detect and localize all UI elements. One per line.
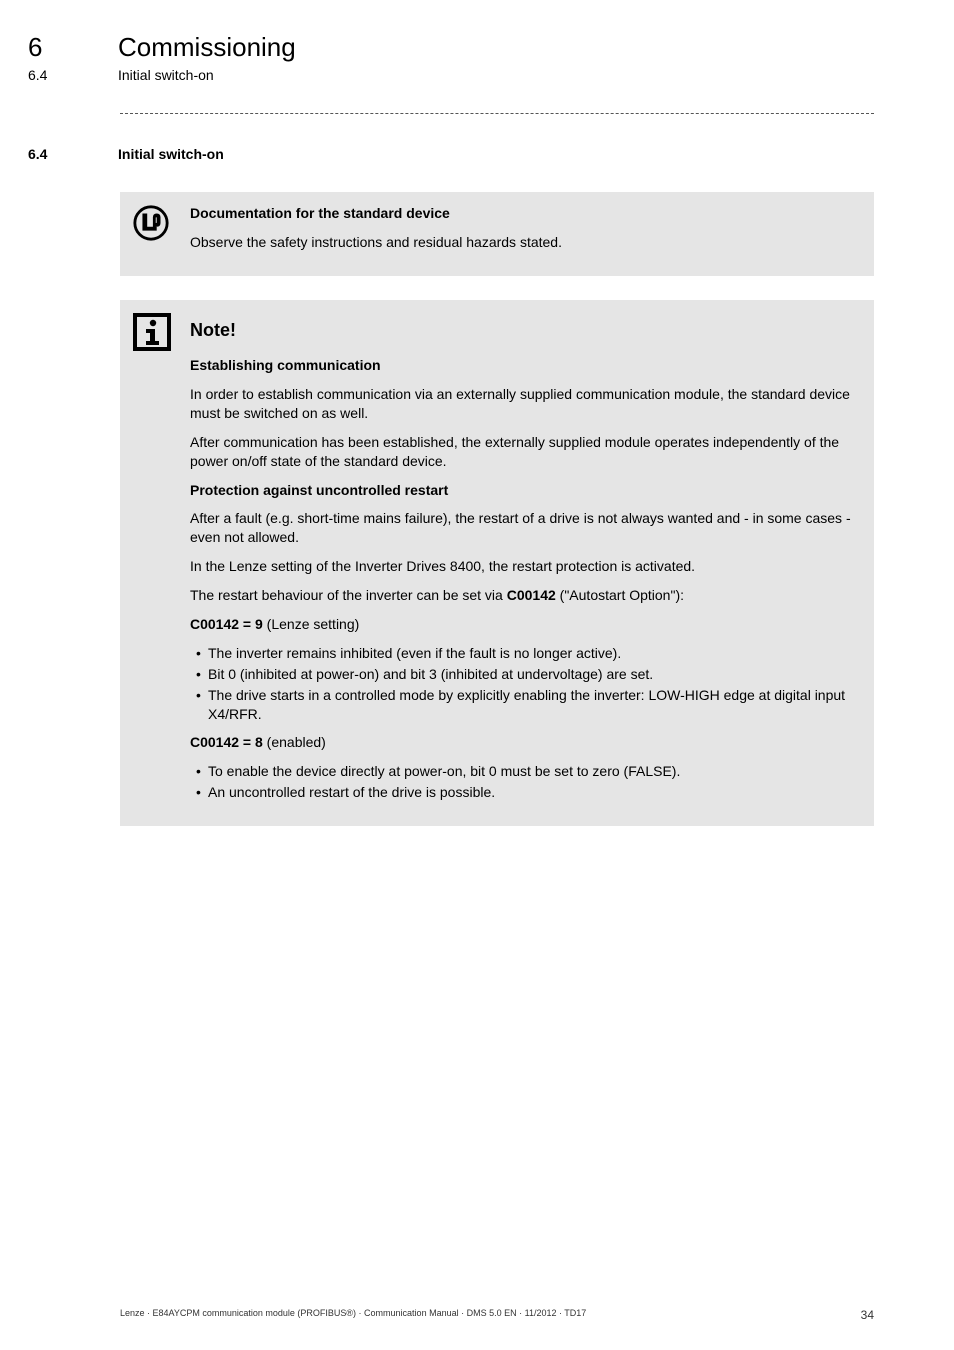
list-item: To enable the device directly at power-o…	[194, 762, 858, 781]
section-number: 6.4	[28, 146, 118, 162]
note-head: Note!	[190, 318, 858, 342]
subheader: 6.4 Initial switch-on	[120, 67, 874, 83]
note-c8-tail: (enabled)	[263, 734, 326, 750]
chapter-title: Commissioning	[118, 32, 296, 63]
note-c9-tail: (Lenze setting)	[263, 616, 360, 632]
note-p3: After a fault (e.g. short-time mains fai…	[190, 509, 858, 547]
subheader-title: Initial switch-on	[118, 67, 214, 83]
list-item: Bit 0 (inhibited at power-on) and bit 3 …	[194, 665, 858, 684]
note-c8-list: To enable the device directly at power-o…	[190, 762, 858, 802]
note-p5-c: ("Autostart Option"):	[556, 587, 684, 603]
note-p1: In order to establish communication via …	[190, 385, 858, 423]
doc-callout-lead: Documentation for the standard device	[190, 204, 858, 223]
doc-callout-text: Observe the safety instructions and resi…	[190, 233, 858, 252]
note-c8-label: C00142 = 8	[190, 734, 263, 750]
note-sub-protection: Protection against uncontrolled restart	[190, 481, 858, 500]
chapter-header: 6 Commissioning	[120, 32, 874, 63]
subheader-number: 6.4	[28, 67, 118, 83]
section-header: 6.4 Initial switch-on	[120, 146, 874, 162]
page-number: 34	[861, 1308, 874, 1322]
info-icon	[132, 312, 176, 812]
note-c8-line: C00142 = 8 (enabled)	[190, 733, 858, 752]
doc-callout: Documentation for the standard device Ob…	[120, 192, 874, 276]
lenze-logo-icon	[132, 204, 176, 262]
dashed-separator	[120, 113, 874, 114]
note-c9-label: C00142 = 9	[190, 616, 263, 632]
list-item: The inverter remains inhibited (even if …	[194, 644, 858, 663]
note-c9-list: The inverter remains inhibited (even if …	[190, 644, 858, 724]
note-p5-code: C00142	[507, 587, 556, 603]
list-item: The drive starts in a controlled mode by…	[194, 686, 858, 724]
note-p5-a: The restart behaviour of the inverter ca…	[190, 587, 507, 603]
note-sub-establishing: Establishing communication	[190, 356, 858, 375]
note-c9-line: C00142 = 9 (Lenze setting)	[190, 615, 858, 634]
note-p2: After communication has been established…	[190, 433, 858, 471]
note-callout: Note! Establishing communication In orde…	[120, 300, 874, 826]
page-footer: Lenze · E84AYCPM communication module (P…	[120, 1308, 874, 1322]
list-item: An uncontrolled restart of the drive is …	[194, 783, 858, 802]
section-title: Initial switch-on	[118, 146, 224, 162]
chapter-number: 6	[28, 32, 118, 63]
note-p5: The restart behaviour of the inverter ca…	[190, 586, 858, 605]
footer-text: Lenze · E84AYCPM communication module (P…	[120, 1308, 586, 1322]
note-p4: In the Lenze setting of the Inverter Dri…	[190, 557, 858, 576]
